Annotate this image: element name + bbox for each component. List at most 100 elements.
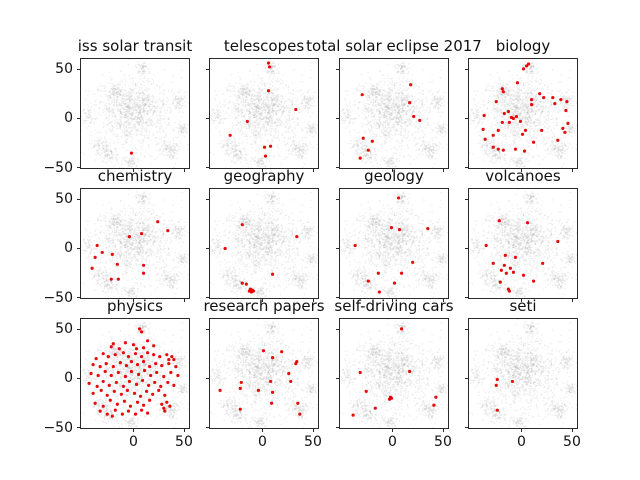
x-tick-mark: [521, 298, 523, 302]
y-tick-mark: [206, 328, 210, 330]
y-tick-label: 50: [55, 190, 73, 207]
y-tick-mark: [206, 68, 210, 70]
subplot-title: geology: [364, 167, 424, 185]
x-tick-mark: [392, 298, 394, 302]
scatter-canvas: [469, 189, 577, 298]
subplot-geography: geography: [206, 169, 319, 302]
x-tick-mark: [312, 168, 314, 172]
scatter-canvas: [340, 189, 448, 298]
subplot-research-papers: research papers 0 50: [203, 299, 324, 450]
y-tick-mark: [206, 248, 210, 250]
y-tick-mark: [77, 198, 81, 200]
x-tick-mark: [521, 168, 523, 172]
scatter-canvas: [340, 59, 448, 168]
y-tick-mark: [336, 378, 340, 380]
x-tick-label: 50: [434, 434, 452, 450]
subplot-physics: physics 50 0 −50 0 50: [43, 299, 192, 450]
x-tick-mark: [442, 298, 444, 302]
x-tick-mark: [133, 298, 135, 302]
scatter-canvas: [210, 59, 318, 168]
subplot-title: geography: [223, 167, 305, 185]
subplot-title: total solar eclipse 2017: [306, 37, 482, 55]
y-tick-mark: [77, 328, 81, 330]
y-tick-mark: [465, 248, 469, 250]
subplot-title: chemistry: [97, 167, 173, 185]
subplot-title: physics: [107, 297, 163, 315]
y-tick-mark: [336, 427, 340, 428]
x-tick-mark: [392, 168, 394, 172]
subplot-title: iss solar transit: [77, 37, 193, 55]
subplot-volcanoes: volcanoes: [465, 169, 578, 302]
subplot-biology: biology: [465, 39, 578, 172]
scatter-canvas: [210, 189, 318, 298]
scatter-canvas: [469, 319, 577, 428]
y-tick-mark: [465, 427, 469, 428]
y-tick-mark: [465, 328, 469, 330]
x-tick-mark: [133, 428, 135, 432]
scatter-canvas: [340, 319, 448, 428]
y-tick-mark: [465, 198, 469, 200]
y-tick-label: 0: [64, 370, 73, 387]
y-tick-mark: [77, 118, 81, 120]
y-tick-label: 50: [55, 60, 73, 77]
y-tick-mark: [336, 297, 340, 298]
x-tick-mark: [262, 168, 264, 172]
y-tick-label: 50: [55, 320, 73, 337]
y-tick-mark: [336, 167, 340, 168]
y-tick-mark: [336, 198, 340, 200]
subplot-chemistry: chemistry 50 0 −50: [43, 169, 190, 305]
y-tick-label: −50: [43, 420, 73, 436]
scatter-canvas: [469, 59, 577, 168]
y-tick-mark: [206, 378, 210, 380]
x-tick-label: 0: [388, 434, 397, 450]
y-tick-mark: [77, 297, 81, 298]
y-tick-mark: [465, 118, 469, 120]
subplot-title: volcanoes: [485, 167, 561, 185]
x-tick-label: 50: [563, 434, 581, 450]
x-tick-mark: [571, 428, 573, 432]
y-tick-mark: [465, 167, 469, 168]
y-tick-mark: [336, 328, 340, 330]
subplot-telescopes: telescopes: [206, 39, 319, 172]
x-tick-mark: [312, 428, 314, 432]
y-tick-mark: [77, 248, 81, 250]
y-tick-label: −50: [43, 160, 73, 176]
scatter-canvas: [81, 189, 189, 298]
x-tick-mark: [133, 168, 135, 172]
subplot-title: seti: [509, 297, 537, 315]
x-tick-mark: [442, 428, 444, 432]
x-tick-mark: [521, 428, 523, 432]
y-tick-label: 0: [64, 110, 73, 127]
x-tick-label: 50: [175, 434, 193, 450]
subplot-self-driving-cars: self-driving cars 0 50: [334, 299, 453, 450]
x-tick-mark: [183, 168, 185, 172]
y-tick-mark: [465, 378, 469, 380]
y-tick-mark: [336, 68, 340, 70]
y-tick-mark: [77, 427, 81, 428]
subplot-iss-solar-transit: iss solar transit 50 0 −50: [43, 39, 192, 176]
y-tick-mark: [465, 68, 469, 70]
subplot-title: biology: [495, 37, 551, 55]
scatter-canvas: [210, 319, 318, 428]
subplot-title: telescopes: [223, 37, 305, 55]
y-tick-label: 0: [64, 240, 73, 257]
x-tick-mark: [183, 428, 185, 432]
y-tick-mark: [77, 68, 81, 70]
x-tick-mark: [262, 298, 264, 302]
y-tick-mark: [465, 297, 469, 298]
x-tick-mark: [392, 428, 394, 432]
y-tick-mark: [206, 297, 210, 298]
x-tick-label: 0: [517, 434, 526, 450]
x-tick-mark: [571, 298, 573, 302]
x-tick-mark: [442, 168, 444, 172]
y-tick-mark: [206, 198, 210, 200]
x-tick-mark: [262, 428, 264, 432]
y-tick-mark: [77, 167, 81, 168]
y-tick-mark: [206, 167, 210, 168]
y-tick-label: −50: [43, 290, 73, 306]
subplot-geology: geology: [336, 169, 449, 302]
x-tick-label: 50: [304, 434, 322, 450]
y-tick-mark: [206, 118, 210, 120]
subplot-total-solar-eclipse-2017: total solar eclipse 2017: [306, 39, 482, 172]
y-tick-mark: [336, 248, 340, 250]
